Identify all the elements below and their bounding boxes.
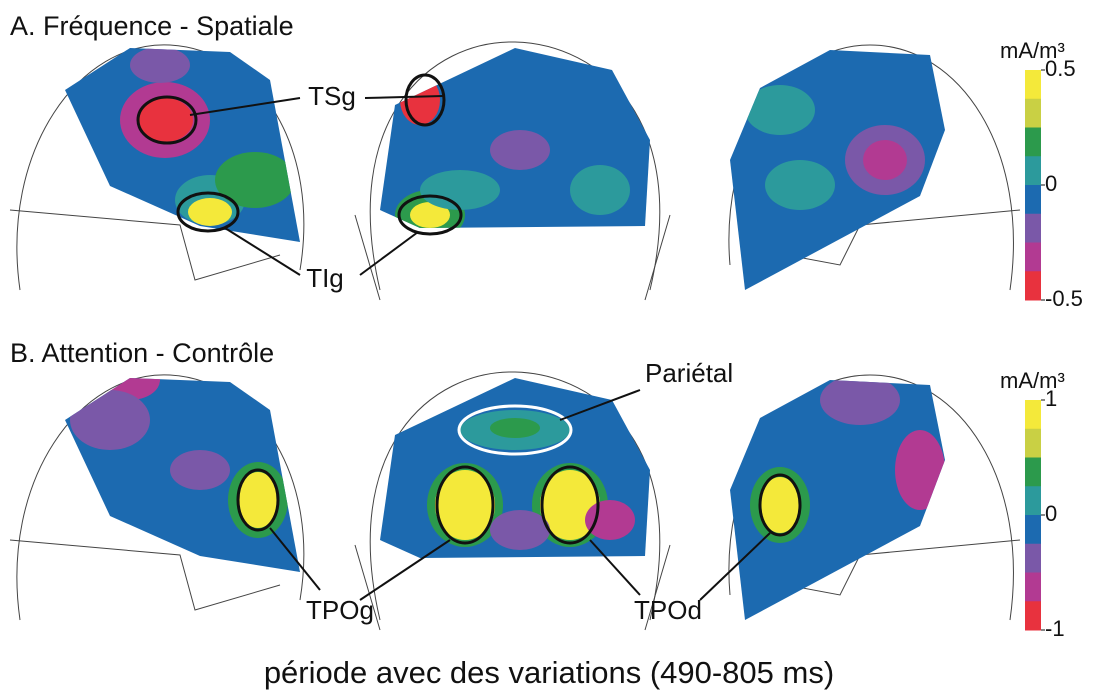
blob	[238, 472, 278, 528]
colorbar-segment	[1025, 428, 1041, 458]
region-label: TPOg	[306, 595, 374, 625]
head-outline	[354, 544, 671, 631]
colorbar-segment	[1025, 543, 1041, 573]
blob	[420, 170, 500, 210]
blob	[215, 152, 295, 208]
head-outline	[369, 41, 661, 291]
caption: période avec des variations (490-805 ms)	[264, 655, 834, 690]
blob	[570, 165, 630, 215]
region-label: Pariétal	[645, 358, 733, 388]
colorbar-segment	[1025, 185, 1041, 215]
highlight-ring	[435, 465, 495, 545]
region-label: TIg	[306, 263, 344, 293]
region-label: TSg	[308, 81, 356, 111]
map-blobs	[745, 85, 925, 210]
colorbar-segment	[1025, 601, 1041, 631]
colorbar-segment	[1025, 486, 1041, 516]
colorbar-tick-label: 0.5	[1045, 56, 1076, 81]
colorbar-segment	[1025, 271, 1041, 301]
blob	[137, 98, 193, 142]
head-outline	[16, 374, 305, 621]
leader-line	[269, 527, 321, 591]
blob	[435, 470, 495, 540]
blob	[745, 85, 815, 135]
highlight-ring	[457, 404, 573, 456]
highlight-ring	[136, 95, 198, 145]
head-outline	[16, 44, 305, 291]
colorbar-segment	[1025, 515, 1041, 545]
colorbar-tick-label: -0.5	[1045, 286, 1083, 311]
head-outline	[9, 539, 281, 611]
leader-line	[699, 532, 771, 601]
region-label: TPOd	[634, 595, 702, 625]
leader-line	[189, 97, 301, 116]
map-blobs	[427, 410, 635, 550]
head-outline	[369, 371, 661, 621]
leader-line	[364, 95, 444, 99]
colorbar-segment	[1025, 156, 1041, 186]
colorbar-unit: mA/m³	[1000, 368, 1065, 393]
blob	[70, 390, 150, 450]
colorbar-segment	[1025, 213, 1041, 243]
colorbar-segment	[1025, 242, 1041, 272]
highlight-ring	[397, 194, 463, 236]
colorbar-segment	[1025, 400, 1041, 430]
blob	[585, 500, 635, 540]
leader-line	[359, 231, 419, 276]
blob	[130, 48, 190, 83]
blob	[540, 470, 600, 540]
colorbar-tick-label: 0	[1045, 501, 1057, 526]
leader-line	[359, 539, 451, 601]
colorbar-segment	[1025, 70, 1041, 100]
colorbar-unit: mA/m³	[1000, 38, 1065, 63]
blob	[410, 202, 450, 228]
colorbar-tick-label: 1	[1045, 386, 1057, 411]
colorbar-segment	[1025, 98, 1041, 128]
highlight-ring	[236, 468, 280, 532]
blob	[863, 140, 907, 180]
head-outline	[354, 214, 671, 301]
blob	[490, 418, 540, 438]
head-row	[9, 371, 1021, 631]
panel-title: B. Attention - Contrôle	[10, 338, 274, 368]
blob	[820, 380, 900, 425]
blob	[100, 378, 160, 400]
blob	[490, 130, 550, 170]
head-outline	[9, 209, 281, 281]
leader-line	[559, 389, 641, 421]
blob	[170, 450, 230, 490]
highlight-ring	[404, 73, 446, 127]
colorbar-segment	[1025, 457, 1041, 487]
head-row	[9, 41, 1021, 301]
highlight-ring	[540, 465, 600, 545]
blob	[765, 160, 835, 210]
colorbar-segment	[1025, 572, 1041, 602]
blob	[895, 430, 945, 510]
blob	[188, 198, 232, 226]
leader-line	[589, 539, 641, 596]
colorbar-tick-label: -1	[1045, 616, 1065, 641]
map	[730, 380, 945, 620]
annotations: TSg TIg Pariétal TPOg TPOd	[136, 73, 802, 625]
map-blobs	[120, 48, 295, 226]
colorbar-segment	[1025, 127, 1041, 157]
blob	[760, 477, 800, 533]
highlight-ring	[758, 473, 802, 537]
head-maps	[9, 41, 1021, 631]
panel-title: A. Fréquence - Spatiale	[10, 11, 294, 41]
leader-line	[224, 227, 301, 276]
highlight-ring	[176, 191, 240, 233]
blob	[490, 510, 550, 550]
colorbar-tick-label: 0	[1045, 171, 1057, 196]
